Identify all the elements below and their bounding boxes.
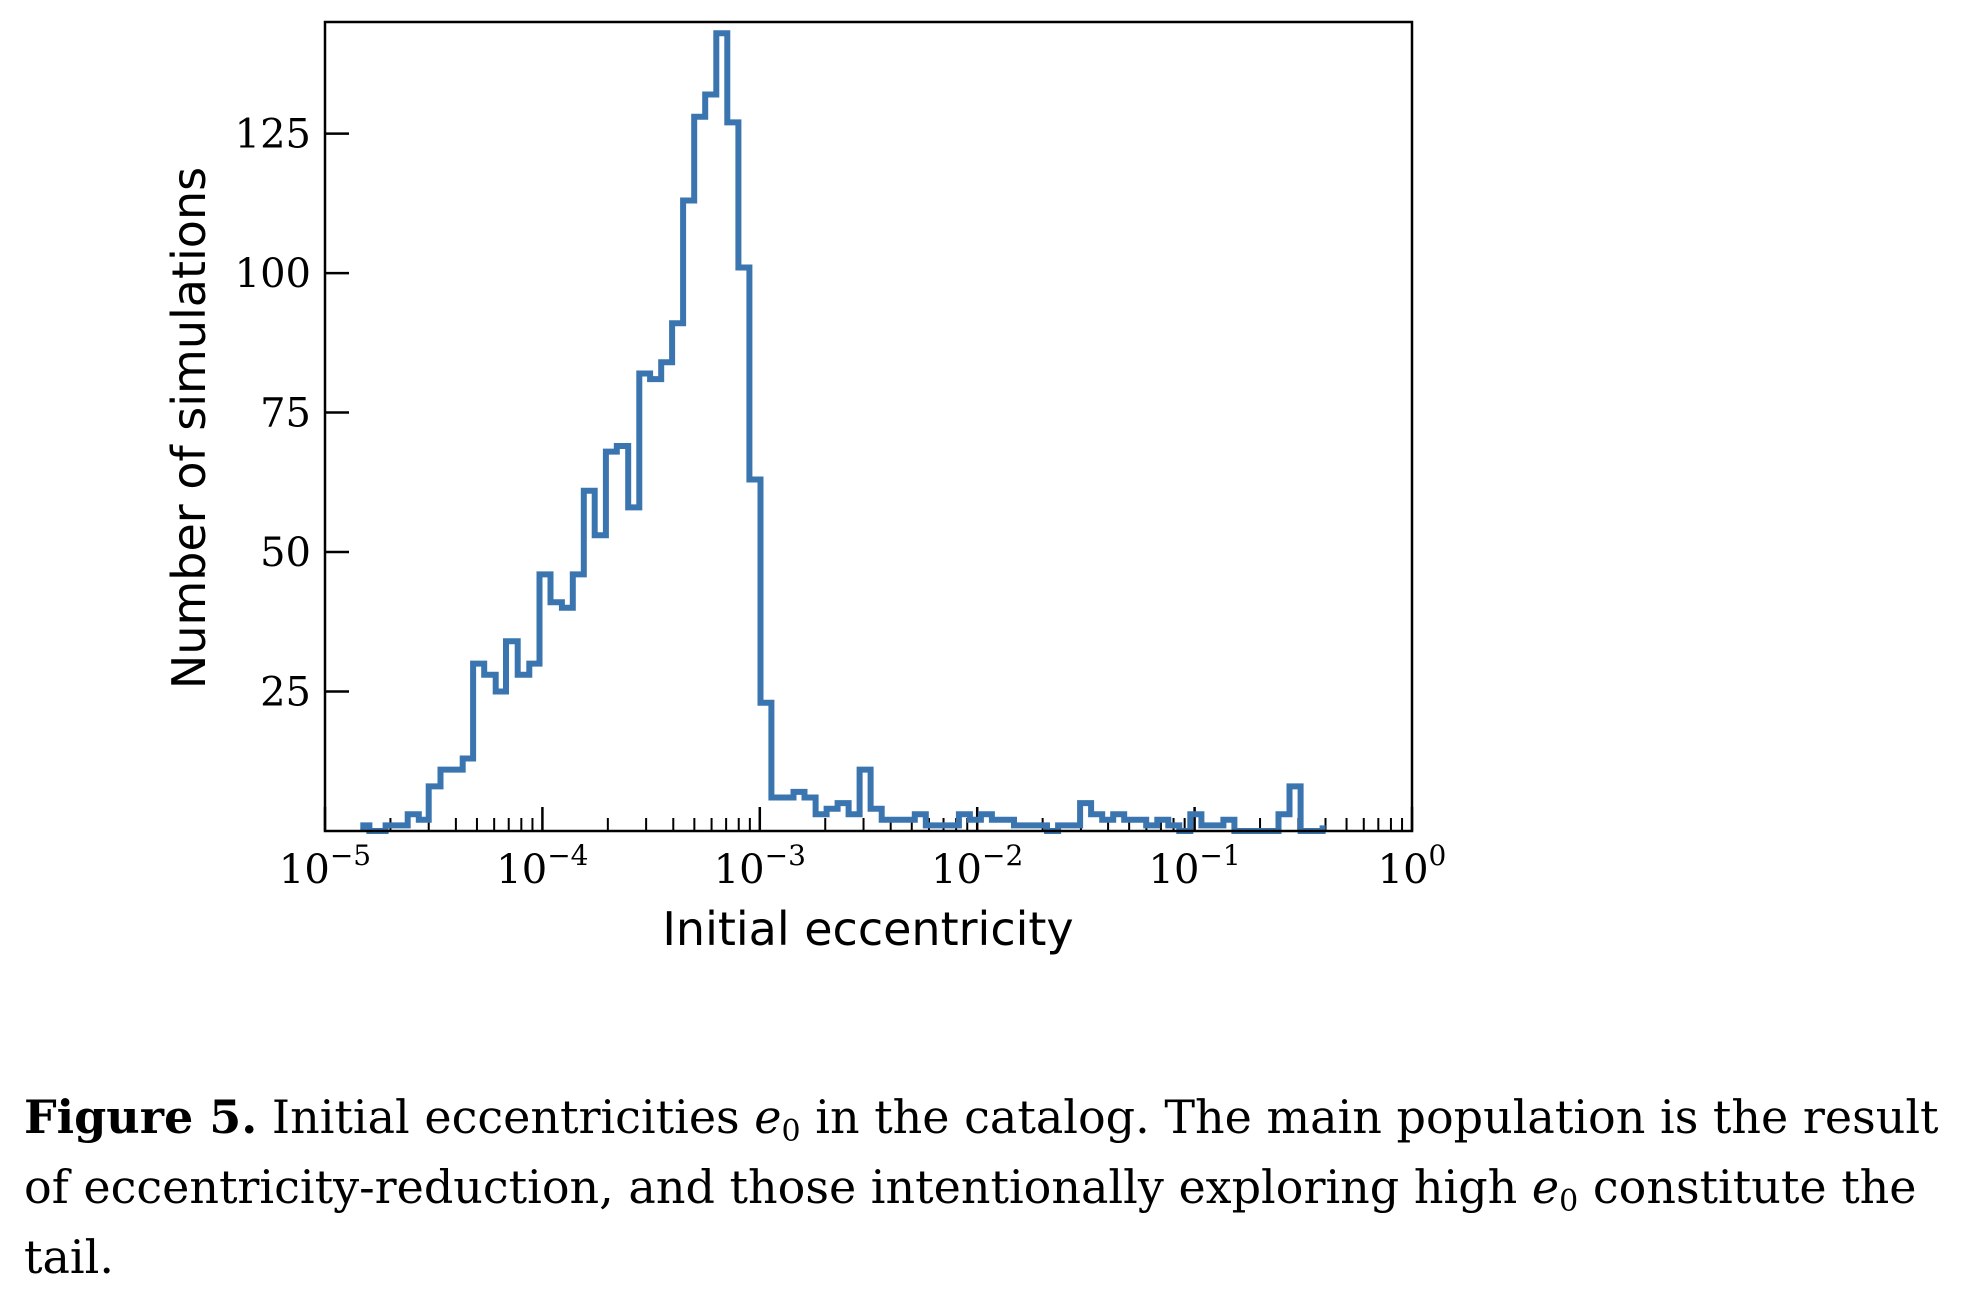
y-tick-label: 50 <box>260 530 311 576</box>
x-tick-label: 10−2 <box>931 839 1023 893</box>
caption-variable: e <box>754 1090 782 1144</box>
y-tick-label: 100 <box>235 251 311 297</box>
y-axis-ticks: 25 50 75 100 125 <box>235 112 349 716</box>
x-tick-label: 10−3 <box>714 839 806 893</box>
y-tick-label: 25 <box>260 670 311 716</box>
x-tick-label: 10−4 <box>496 839 588 893</box>
x-axis-title: Initial eccentricity <box>662 902 1073 956</box>
caption-figure-label: Figure 5. <box>24 1090 258 1144</box>
x-tick-label: 100 <box>1378 839 1447 893</box>
histogram-series-line <box>360 30 1326 834</box>
x-axis-ticks: 10−5 10−4 10−3 10−2 10−1 100 <box>279 807 1446 893</box>
y-tick-label: 125 <box>235 112 311 158</box>
caption-variable-2-subscript: 0 <box>1559 1184 1579 1219</box>
x-tick-label: 10−1 <box>1149 839 1241 893</box>
caption-variable-2: e <box>1531 1160 1560 1214</box>
y-axis-title: Number of simulations <box>162 167 216 689</box>
x-tick-label: 10−5 <box>279 839 371 893</box>
caption-variable-subscript: 0 <box>781 1114 801 1149</box>
histogram-chart: 25 50 75 100 125 10−5 10−4 10−3 10−2 10−1 100 Ini… <box>162 20 1446 956</box>
figure-caption: Figure 5. Initial eccentricities e0 in t… <box>24 1082 1974 1292</box>
plot-frame <box>323 20 1414 833</box>
y-tick-label: 75 <box>260 391 311 437</box>
caption-text-2: in the catalog. The main population is t… <box>24 1090 1939 1214</box>
caption-text-1: Initial eccentricities <box>271 1090 740 1144</box>
